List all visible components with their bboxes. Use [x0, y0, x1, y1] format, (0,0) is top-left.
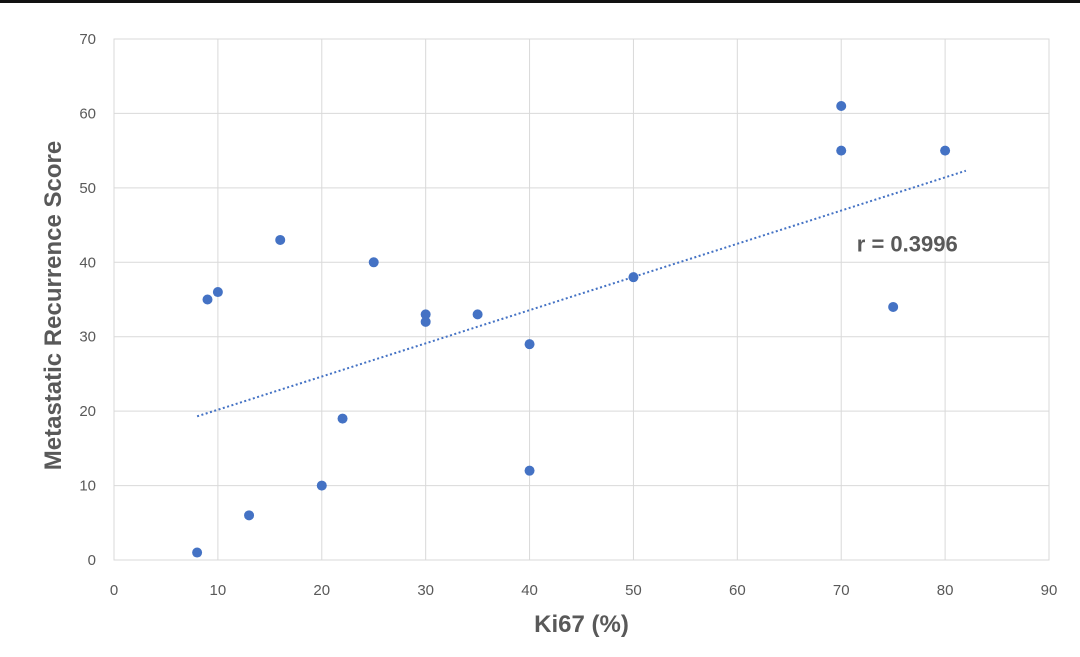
- grid-lines: [113, 38, 1050, 561]
- x-tick-label: 10: [210, 582, 227, 599]
- x-tick-label: 0: [110, 582, 118, 599]
- data-point: [192, 547, 203, 558]
- y-tick-label: 10: [79, 478, 96, 495]
- data-point: [337, 413, 348, 424]
- trendline: [196, 169, 967, 418]
- data-point: [244, 510, 255, 521]
- top-border: [0, 0, 1080, 3]
- y-tick-label: 20: [79, 403, 96, 420]
- data-point: [368, 257, 379, 268]
- data-point: [316, 480, 327, 491]
- plot-area: [113, 38, 1050, 561]
- x-axis-tick-labels: 0 10 20 30 40 50 60 70 80 90: [110, 582, 1058, 599]
- data-point: [888, 301, 899, 312]
- y-axis-tick-labels: 0 10 20 30 40 50 60 70: [79, 31, 96, 569]
- y-axis-title: Metastatic Recurrence Score: [40, 141, 67, 470]
- data-point: [524, 465, 535, 476]
- y-tick-label: 40: [79, 254, 96, 271]
- x-tick-label: 90: [1041, 582, 1058, 599]
- x-tick-label: 80: [937, 582, 954, 599]
- data-point: [212, 287, 223, 298]
- x-tick-label: 60: [729, 582, 746, 599]
- x-axis-title: Ki67 (%): [534, 611, 629, 638]
- x-tick-label: 50: [625, 582, 642, 599]
- data-point: [275, 234, 286, 245]
- data-point: [472, 309, 483, 320]
- data-point: [420, 309, 431, 320]
- data-point: [420, 316, 431, 327]
- data-points: [192, 100, 951, 558]
- data-point: [202, 294, 213, 305]
- y-tick-label: 60: [79, 105, 96, 122]
- x-tick-label: 70: [833, 582, 850, 599]
- data-point: [628, 272, 639, 283]
- y-tick-label: 30: [79, 329, 96, 346]
- y-tick-label: 0: [88, 552, 96, 569]
- data-point: [836, 145, 847, 156]
- x-tick-label: 20: [313, 582, 330, 599]
- data-point: [524, 339, 535, 350]
- x-tick-label: 30: [417, 582, 434, 599]
- correlation-annotation: r = 0.3996: [857, 232, 958, 257]
- y-tick-label: 70: [79, 31, 96, 48]
- data-point: [836, 100, 847, 111]
- data-point: [940, 145, 951, 156]
- y-tick-label: 50: [79, 180, 96, 197]
- x-tick-label: 40: [521, 582, 538, 599]
